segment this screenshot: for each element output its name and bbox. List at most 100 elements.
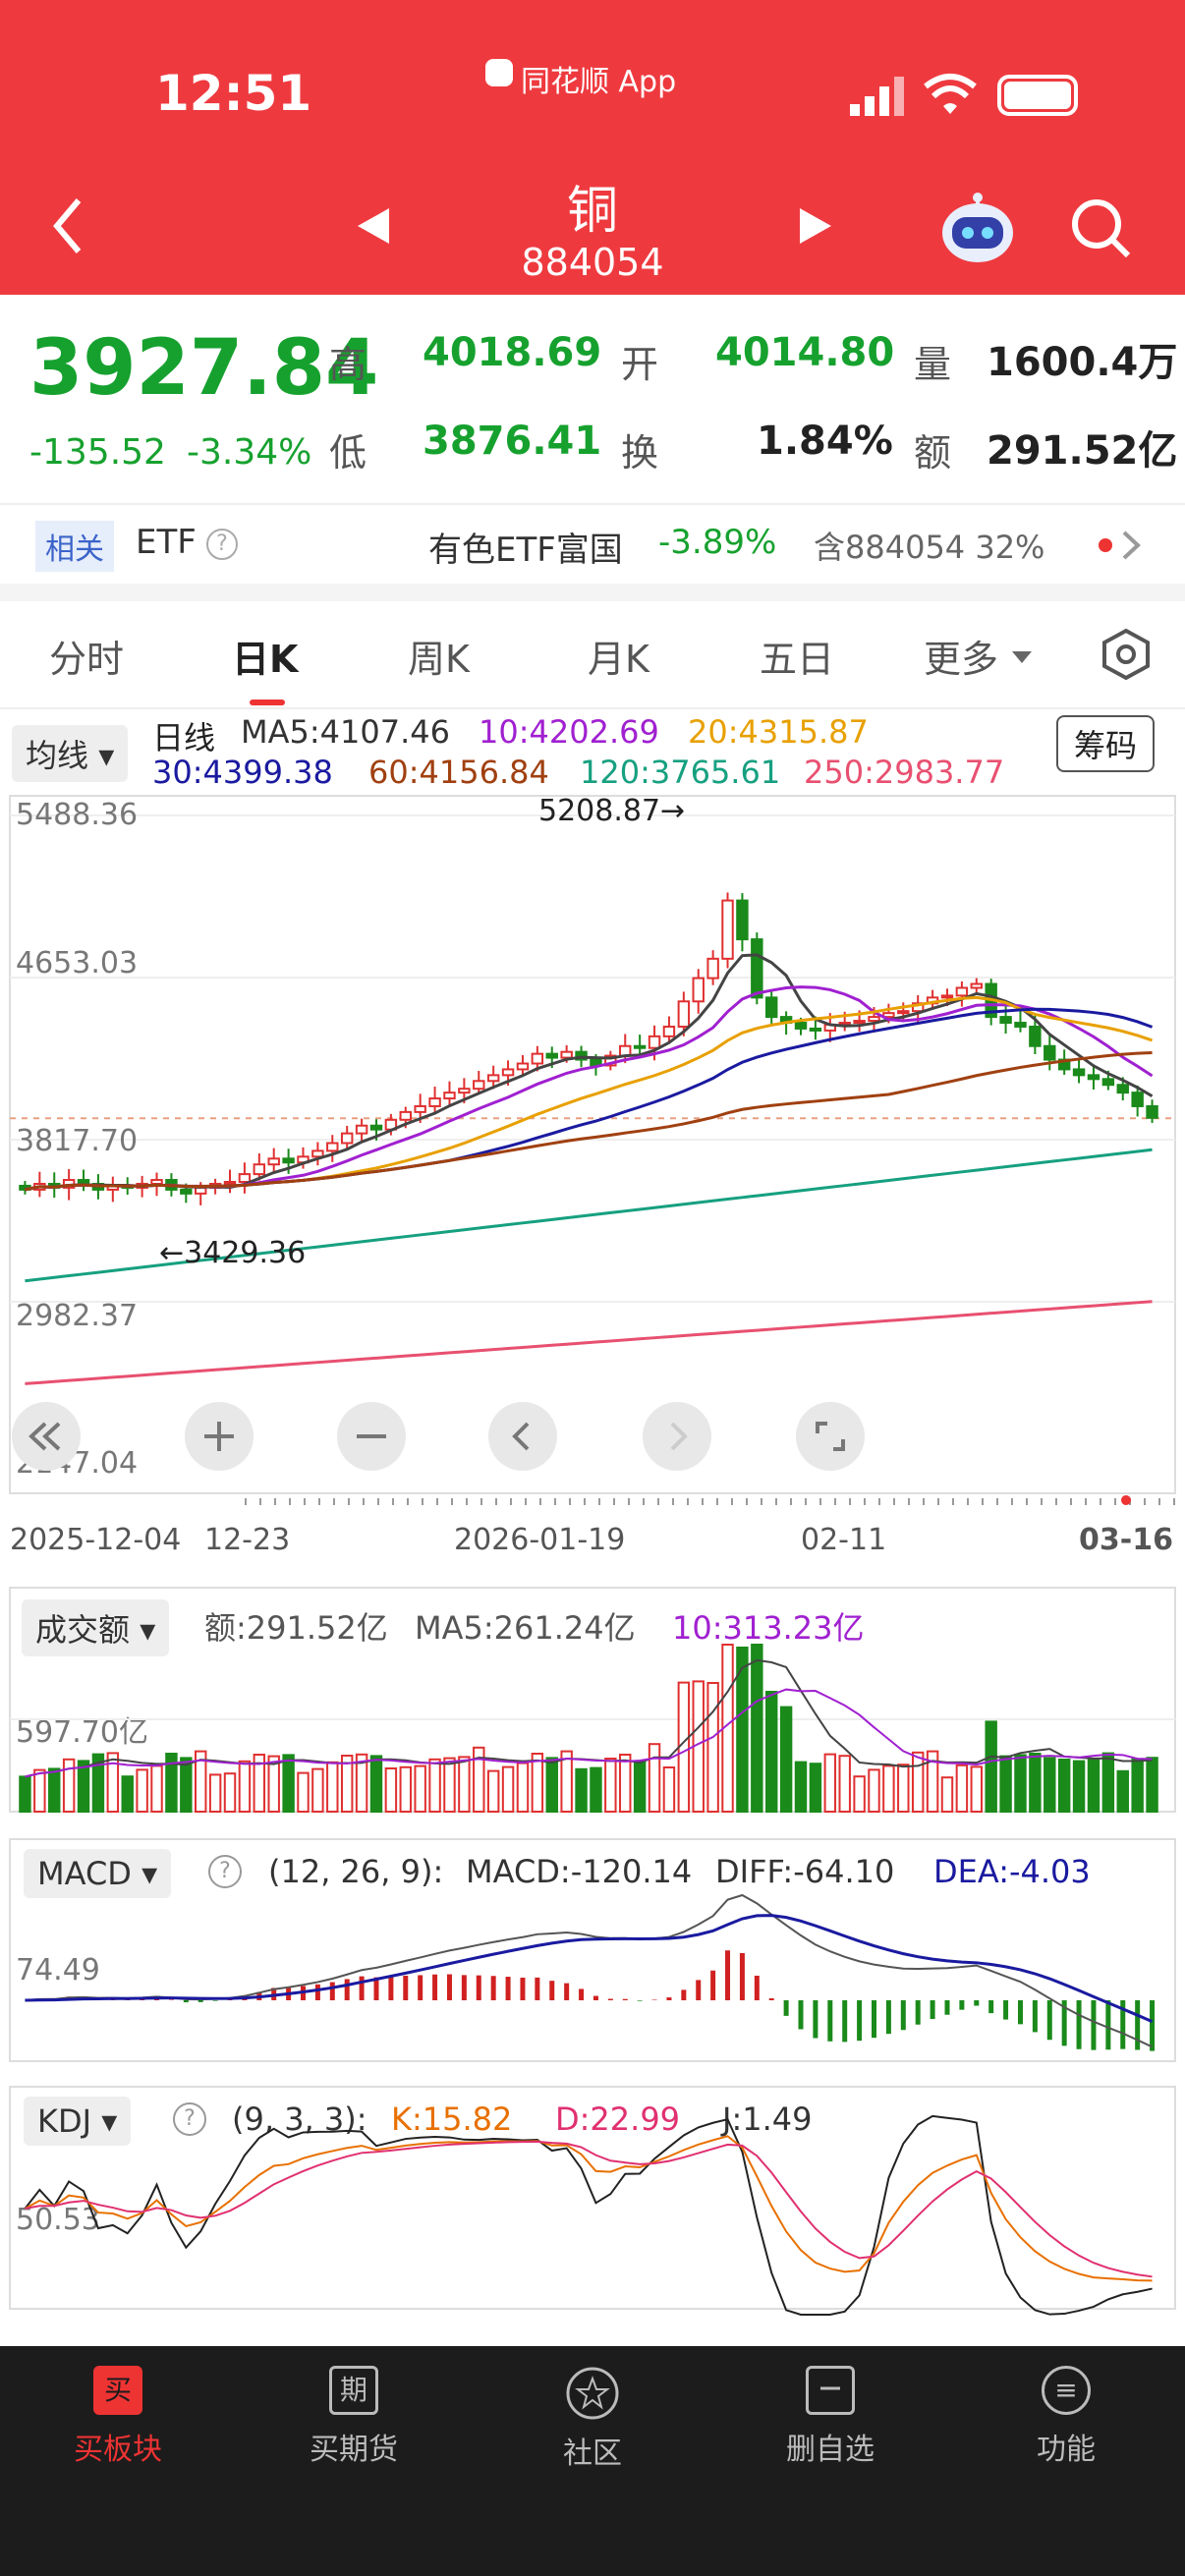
volume-bar [619,1754,632,1813]
community-icon [565,2366,620,2421]
etf-row[interactable]: 相关 ETF ? 有色ETF富国 -3.89% 含884054 32% [0,511,1185,580]
help-icon[interactable]: ? [206,529,238,560]
stock-name: 铜 [566,182,618,241]
red-dot-icon [1099,538,1112,552]
candle-body [940,994,954,999]
kdj-help-icon[interactable]: ? [173,2102,206,2136]
fullscreen-button[interactable] [796,1402,865,1471]
volume-bar [560,1750,573,1814]
candle-body [853,1020,866,1025]
volume-bar [1131,1758,1144,1813]
candle-body [882,1012,895,1019]
prev-stock-icon[interactable] [354,206,393,246]
tab-daily[interactable]: 日K [232,638,299,681]
volume-bar [809,1763,822,1813]
volume-bar [399,1765,412,1814]
candle-body [1014,1022,1027,1028]
next-stock-icon[interactable] [796,206,835,246]
candle-body [765,996,778,1019]
community-button[interactable]: 社区 [514,2366,671,2472]
volume-bar [165,1753,178,1813]
ma20-line [25,995,1154,1192]
candlestick-chart[interactable] [0,786,1185,1513]
macd-selector[interactable]: MACD ▾ [24,1849,172,1898]
ma30-line [25,1007,1154,1192]
tab-weekly[interactable]: 周K [408,638,470,681]
amount-label: 额 [914,431,952,475]
ma60-line [25,1050,1153,1192]
ma-selector-label: 均线 [26,737,89,774]
buy-futures-button[interactable]: 期 买期货 [275,2366,432,2468]
section-line [0,707,1185,709]
macd-chart[interactable] [0,1833,1185,2069]
candle-body [955,986,969,997]
today-dot [1121,1495,1131,1505]
volume-bar [1029,1753,1042,1813]
zoom-in-button[interactable] [185,1402,254,1471]
header: 12:51 同花顺 App 铜 884054 [0,0,1185,295]
robot-icon[interactable] [938,192,1017,264]
kdj-selector[interactable]: KDJ ▾ [24,2097,132,2146]
volume-bar [1044,1757,1056,1813]
battery-icon [997,75,1078,116]
volume-chart[interactable] [0,1582,1185,1818]
tab-monthly[interactable]: 月K [588,638,649,681]
macd-value: MACD:-120.14 [466,1853,693,1890]
tab-active-underline [250,700,285,705]
candle-body [692,977,705,1003]
candle-body [340,1132,354,1145]
scroll-right-button[interactable] [643,1402,711,1471]
volume-bar [136,1768,148,1813]
volume-bar [1057,1759,1071,1813]
back-icon[interactable] [49,196,88,255]
last-price: 3927.84 [29,324,379,413]
volume-bar [369,1755,383,1813]
candle-body [751,938,763,999]
zoom-out-all-button[interactable] [12,1402,81,1471]
functions-icon: ≡ [1042,2366,1091,2415]
tab-more[interactable]: 更多 [924,638,999,681]
candle-body [1087,1074,1100,1081]
signal-icon [850,77,905,116]
kdj-chart[interactable] [0,2081,1185,2317]
candle-body [369,1124,383,1131]
tab-intraday[interactable]: 分时 [49,638,125,681]
scroll-left-button[interactable] [488,1402,557,1471]
etf-name[interactable]: 有色ETF富国 [428,531,623,570]
zoom-out-button[interactable] [337,1402,406,1471]
price-axis-4: 2982.37 [16,1299,139,1333]
functions-button[interactable]: ≡ 功能 [988,2366,1145,2468]
chevron-right-icon[interactable] [1120,529,1144,562]
buy-sector-button[interactable]: 买 买板块 [39,2366,197,2468]
volume-bar [779,1706,793,1813]
volume-ma10: 10:313.23亿 [672,1609,865,1647]
wifi-icon [924,73,977,116]
macd-dea-line [25,1914,1154,2024]
tab-five-day[interactable]: 五日 [760,638,835,681]
volume-axis-label: 597.70亿 [16,1715,148,1750]
kdj-k: K:15.82 [391,2100,513,2138]
low-marker: ←3429.36 [159,1236,307,1270]
chart-frame [9,795,1176,1494]
volume-bar [911,1751,925,1814]
volume-bar [33,1768,46,1814]
ma10-line [25,985,1154,1192]
volume-bar [501,1765,515,1814]
volume-bar [633,1761,647,1813]
ma-selector[interactable]: 均线 ▾ [12,725,129,782]
ma250-line [25,1300,1153,1385]
volume-bar [1116,1769,1129,1814]
price-axis-3: 3817.70 [16,1124,139,1158]
volume-selector[interactable]: 成交额 ▾ [22,1599,170,1656]
search-icon[interactable] [1069,196,1132,259]
volume-bar [590,1766,602,1814]
candle-body [77,1179,90,1185]
volume-bar [985,1720,997,1813]
settings-hex-icon[interactable] [1099,627,1154,682]
macd-help-icon[interactable]: ? [208,1855,242,1888]
volume-bar [180,1757,193,1813]
volume-bar [1014,1754,1027,1813]
candle-body [1146,1104,1158,1119]
chip-button[interactable]: 筹码 [1056,715,1156,772]
remove-watchlist-button[interactable]: 删自选 [752,2366,909,2468]
